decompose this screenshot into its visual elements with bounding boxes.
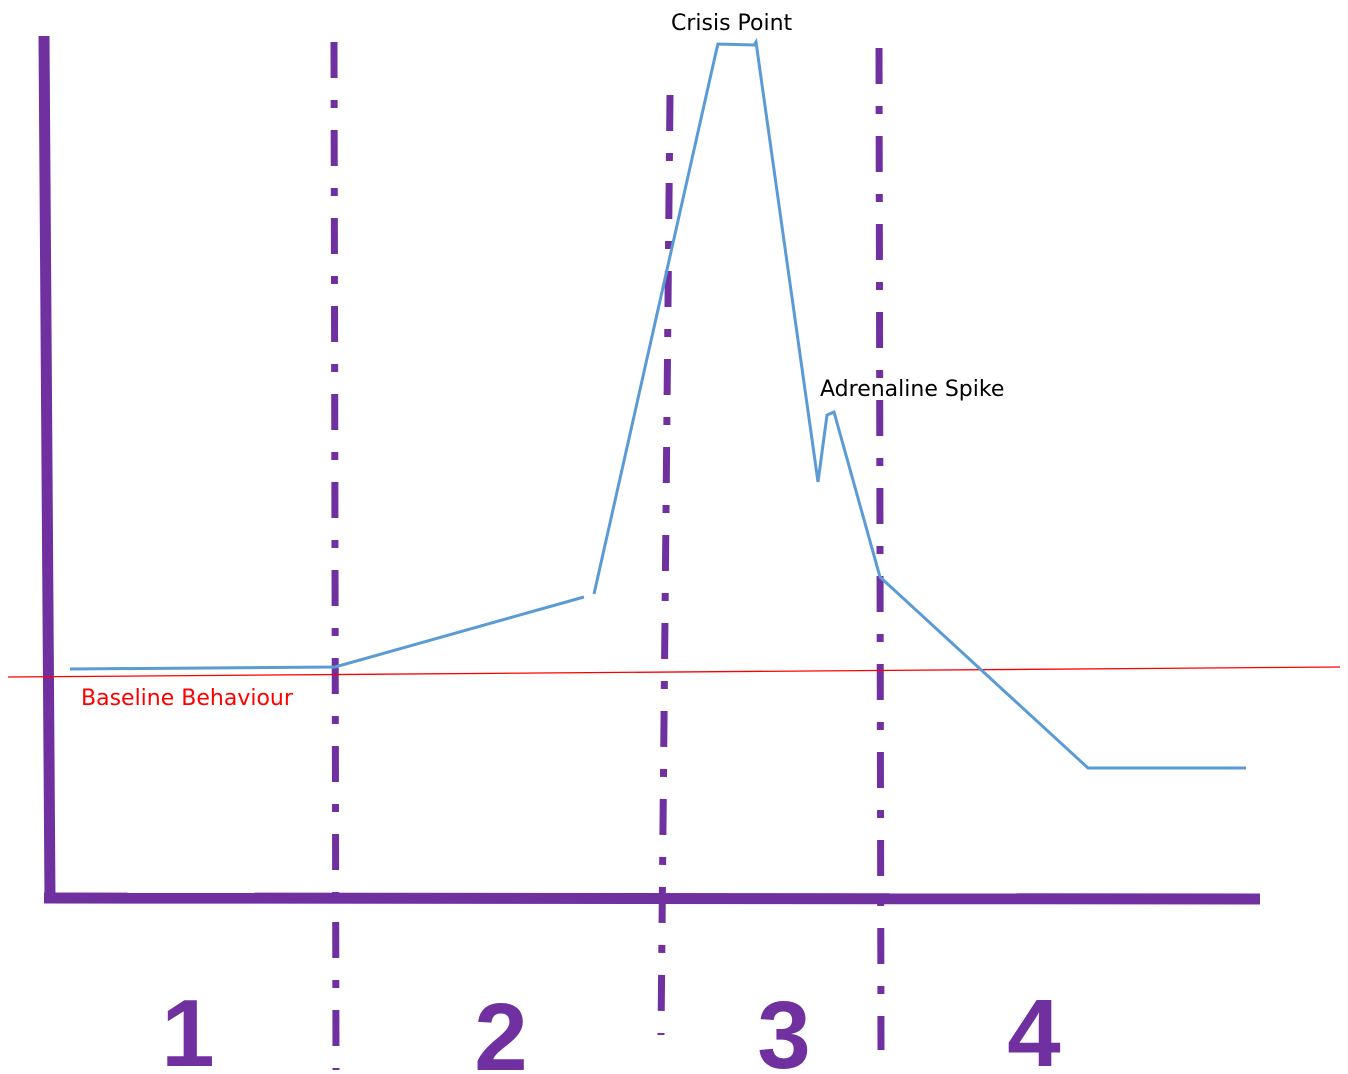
phase-divider-3 — [875, 47, 885, 1051]
behaviour-curve — [69, 595, 585, 671]
phase-number-3: 3 — [757, 982, 810, 1074]
crisis-point-label: Crisis Point — [671, 11, 793, 36]
adrenaline-spike-label: Adrenaline Spike — [820, 377, 1004, 402]
phase-divider-2 — [657, 94, 674, 1036]
behaviour-curve-escalation — [592, 37, 820, 595]
x-axis — [43, 892, 1261, 905]
phase-divider-1 — [330, 41, 340, 1071]
behaviour-curve-de-escalation — [816, 409, 1246, 770]
phase-number-4: 4 — [1007, 980, 1060, 1074]
phase-number-1: 1 — [161, 980, 214, 1074]
baseline-line — [7, 666, 1341, 678]
baseline-behaviour-label: Baseline Behaviour — [81, 686, 294, 711]
phase-number-2: 2 — [474, 984, 527, 1074]
y-axis — [38, 35, 56, 901]
